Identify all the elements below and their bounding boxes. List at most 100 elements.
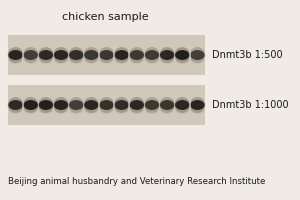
Bar (83, 96, 85, 114)
Bar (189, 46, 190, 64)
Ellipse shape (190, 50, 205, 60)
Ellipse shape (130, 50, 144, 60)
Ellipse shape (114, 47, 130, 63)
Ellipse shape (174, 97, 190, 113)
Ellipse shape (84, 100, 98, 110)
Ellipse shape (145, 50, 159, 60)
Ellipse shape (8, 50, 23, 60)
Bar (98, 96, 100, 114)
Ellipse shape (160, 100, 174, 110)
Ellipse shape (115, 100, 129, 110)
Ellipse shape (99, 100, 114, 110)
Ellipse shape (144, 97, 160, 113)
Ellipse shape (23, 100, 38, 110)
Ellipse shape (159, 47, 175, 63)
Bar (144, 46, 145, 64)
Ellipse shape (160, 57, 174, 64)
Ellipse shape (69, 50, 83, 60)
Bar (128, 96, 130, 114)
Ellipse shape (159, 97, 175, 113)
Text: chicken sample: chicken sample (62, 12, 148, 22)
Text: Dnmt3b 1:500: Dnmt3b 1:500 (212, 50, 283, 60)
Bar (174, 96, 176, 114)
Bar (98, 46, 100, 64)
Ellipse shape (100, 57, 113, 64)
Bar (113, 46, 115, 64)
Bar (189, 96, 190, 114)
Ellipse shape (191, 107, 204, 114)
Ellipse shape (190, 97, 205, 113)
Ellipse shape (39, 57, 52, 64)
Ellipse shape (100, 107, 113, 114)
Ellipse shape (69, 100, 83, 110)
Ellipse shape (39, 107, 52, 114)
Bar (38, 46, 39, 64)
Ellipse shape (84, 50, 98, 60)
Ellipse shape (8, 97, 23, 113)
Ellipse shape (99, 50, 114, 60)
Ellipse shape (115, 57, 128, 64)
Ellipse shape (114, 97, 130, 113)
Bar (38, 96, 39, 114)
Ellipse shape (54, 50, 68, 60)
Text: Dnmt3b 1:1000: Dnmt3b 1:1000 (212, 100, 289, 110)
Bar (8, 35, 205, 75)
Text: Beijing animal husbandry and Veterinary Research Institute: Beijing animal husbandry and Veterinary … (8, 177, 266, 186)
Bar (22, 46, 24, 64)
Ellipse shape (23, 97, 39, 113)
Ellipse shape (160, 50, 174, 60)
Ellipse shape (146, 107, 158, 114)
Ellipse shape (24, 57, 37, 64)
Bar (53, 96, 54, 114)
Ellipse shape (83, 47, 99, 63)
Ellipse shape (130, 57, 143, 64)
Bar (22, 96, 24, 114)
Ellipse shape (55, 107, 68, 114)
Ellipse shape (70, 107, 83, 114)
Ellipse shape (146, 57, 158, 64)
Ellipse shape (99, 47, 114, 63)
Ellipse shape (54, 100, 68, 110)
Ellipse shape (160, 107, 174, 114)
Ellipse shape (38, 47, 54, 63)
Ellipse shape (55, 57, 68, 64)
Ellipse shape (83, 97, 99, 113)
Ellipse shape (190, 100, 205, 110)
Ellipse shape (129, 97, 145, 113)
Ellipse shape (68, 97, 84, 113)
Ellipse shape (176, 107, 189, 114)
Ellipse shape (99, 97, 114, 113)
Ellipse shape (85, 107, 98, 114)
Bar (68, 46, 69, 64)
Bar (8, 85, 205, 125)
Ellipse shape (8, 100, 23, 110)
Ellipse shape (115, 107, 128, 114)
Ellipse shape (9, 57, 22, 64)
Ellipse shape (70, 57, 83, 64)
Ellipse shape (190, 47, 205, 63)
Ellipse shape (191, 57, 204, 64)
Ellipse shape (39, 100, 53, 110)
Ellipse shape (24, 107, 37, 114)
Bar (83, 46, 85, 64)
Ellipse shape (53, 97, 69, 113)
Ellipse shape (175, 100, 190, 110)
Ellipse shape (9, 107, 22, 114)
Ellipse shape (175, 50, 190, 60)
Bar (144, 96, 145, 114)
Ellipse shape (144, 47, 160, 63)
Ellipse shape (130, 107, 143, 114)
Bar (113, 96, 115, 114)
Ellipse shape (68, 47, 84, 63)
Bar (53, 46, 54, 64)
Ellipse shape (174, 47, 190, 63)
Bar (174, 46, 176, 64)
Bar (68, 96, 69, 114)
Ellipse shape (85, 57, 98, 64)
Ellipse shape (39, 50, 53, 60)
Ellipse shape (8, 47, 23, 63)
Ellipse shape (129, 47, 145, 63)
Ellipse shape (23, 47, 39, 63)
Ellipse shape (53, 47, 69, 63)
Ellipse shape (38, 97, 54, 113)
